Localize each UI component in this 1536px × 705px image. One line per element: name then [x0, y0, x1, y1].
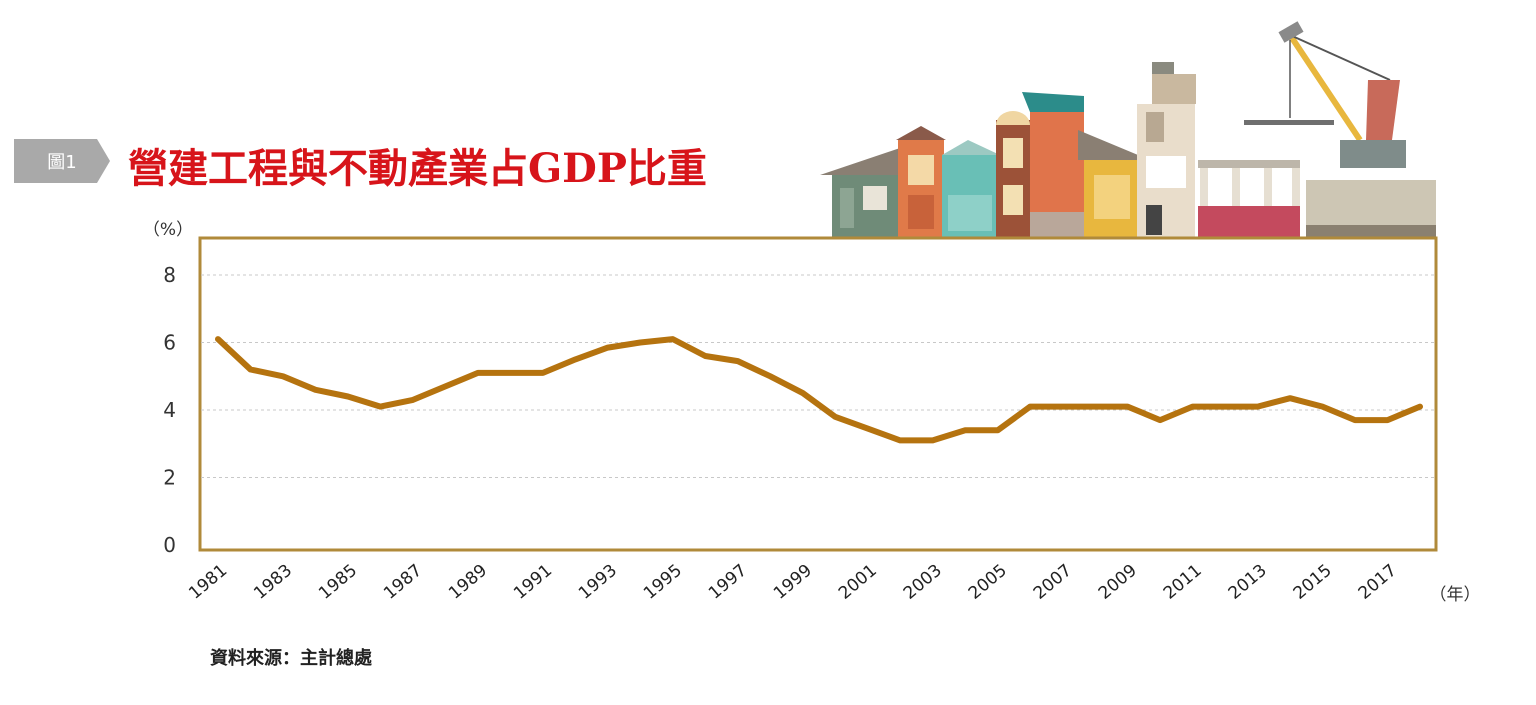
x-tick-label: 1987 — [380, 561, 426, 604]
x-tick-label: 2011 — [1160, 561, 1206, 604]
x-tick-labels: 1981 1983 1985 1987 1989 1991 1993 1995 1997 1999… — [185, 561, 1401, 604]
x-tick-label: 2003 — [900, 561, 946, 604]
x-axis-unit-label: （年） — [1430, 585, 1481, 605]
x-tick-label: 1999 — [770, 561, 816, 604]
grid-lines — [201, 274, 1435, 478]
x-tick-label: 1997 — [705, 561, 751, 604]
x-tick-label: 1985 — [315, 561, 361, 604]
source-note: 資料來源：主計總處 — [210, 647, 372, 669]
x-tick-label: 2001 — [835, 561, 881, 604]
y-tick-label: 0 — [163, 533, 176, 557]
x-tick-label: 1993 — [575, 561, 621, 604]
y-tick-label: 2 — [163, 466, 176, 490]
x-tick-label: 2009 — [1095, 561, 1141, 604]
x-tick-label: 1995 — [640, 561, 686, 604]
x-tick-label: 1981 — [185, 561, 231, 604]
city-skyline-illustration — [820, 21, 1436, 238]
y-tick-label: 6 — [163, 331, 176, 355]
x-tick-label: 2015 — [1290, 561, 1336, 604]
figure-tag-label: 圖1 — [47, 152, 76, 173]
series-line — [215, 336, 1423, 444]
x-tick-label: 2007 — [1030, 561, 1076, 604]
plot-frame — [198, 236, 1438, 552]
x-tick-label: 2005 — [965, 561, 1011, 604]
x-tick-label: 1991 — [510, 561, 556, 604]
y-axis-unit-label: （%） — [143, 220, 193, 240]
x-tick-label: 2017 — [1355, 561, 1401, 604]
x-tick-label: 1983 — [250, 561, 296, 604]
y-tick-label: 8 — [163, 263, 176, 287]
y-tick-labels: 0 2 4 6 8 — [163, 263, 176, 557]
x-tick-label: 1989 — [445, 561, 491, 604]
figure-tag: 圖1 — [14, 139, 110, 183]
chart-title: 營建工程與不動產業占GDP比重 — [128, 145, 707, 192]
series-layer — [215, 336, 1423, 444]
y-tick-label: 4 — [163, 398, 176, 422]
x-tick-label: 2013 — [1225, 561, 1271, 604]
